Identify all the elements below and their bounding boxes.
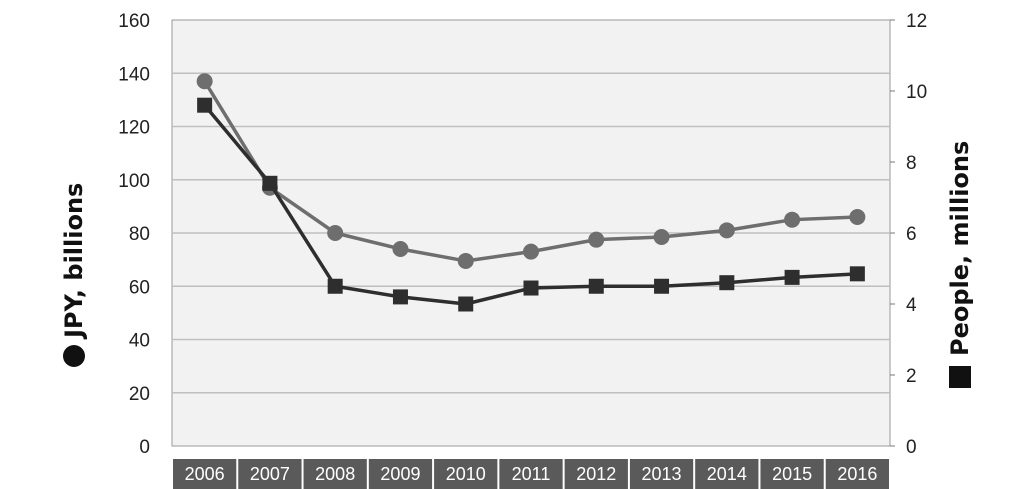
circle-data-point <box>457 252 474 269</box>
circle-data-point <box>784 211 801 228</box>
square-data-point <box>654 278 670 294</box>
square-data-point <box>588 278 604 294</box>
x-tick-label: 2016 <box>837 464 877 484</box>
category-cell <box>564 459 628 489</box>
left-axis-tick-label: 100 <box>118 171 150 192</box>
left-axis-tick-label: 40 <box>129 331 150 352</box>
square-data-point <box>849 266 865 282</box>
circle-data-point <box>849 209 866 226</box>
square-data-point <box>458 296 474 312</box>
circle-data-point <box>653 228 670 245</box>
right-axis-title: People, millions <box>946 141 974 388</box>
left-axis-tick-label: 0 <box>139 437 150 458</box>
right-axis-tick-label: 0 <box>906 437 917 458</box>
category-cell <box>695 459 759 489</box>
category-cell <box>368 459 433 489</box>
x-tick-label: 2007 <box>250 464 290 484</box>
square-marker-icon <box>949 366 971 388</box>
right-axis-tick-label: 8 <box>906 153 917 174</box>
right-axis-label: People, millions <box>946 141 974 356</box>
category-cell <box>303 459 367 489</box>
left-axis-tick-label: 20 <box>129 384 150 405</box>
square-data-point <box>197 97 213 113</box>
x-tick-label: 2010 <box>446 464 486 484</box>
x-tick-label: 2014 <box>707 464 747 484</box>
circle-data-point <box>588 231 605 248</box>
square-data-point <box>262 175 278 191</box>
left-axis-tick-label: 160 <box>118 11 150 32</box>
series-group <box>196 73 866 312</box>
right-axis-tick-label: 4 <box>906 295 917 316</box>
right-axis-tick-label: 10 <box>906 82 927 103</box>
category-cell <box>629 459 694 489</box>
right-axis-tick-label: 2 <box>906 366 917 387</box>
left-axis-tick-label: 80 <box>129 224 150 245</box>
category-cell <box>238 459 302 489</box>
left-axis-tick-label: 120 <box>118 118 150 139</box>
category-cell <box>760 459 824 489</box>
circle-data-point <box>392 240 409 257</box>
square-data-point <box>719 275 735 291</box>
x-tick-label: 2006 <box>185 464 225 484</box>
x-tick-label: 2013 <box>642 464 682 484</box>
left-axis-ticks: 0 20 40 60 80 100 120 140 160 <box>118 11 150 458</box>
left-axis-title: JPY, billions <box>60 183 88 367</box>
category-band: 2006 2007 2008 2009 2010 2011 2012 2013 2014 2015… <box>173 459 889 489</box>
square-data-point <box>523 280 539 296</box>
circle-data-point <box>718 222 735 239</box>
circle-data-point <box>327 225 344 241</box>
x-tick-label: 2008 <box>315 464 355 484</box>
right-axis-tick-label: 12 <box>906 11 927 32</box>
x-tick-label: 2012 <box>576 464 616 484</box>
x-tick-label: 2009 <box>380 464 420 484</box>
left-axis-tick-label: 60 <box>129 277 150 298</box>
x-tick-label: 2015 <box>772 464 812 484</box>
right-axis-tick-label: 6 <box>906 224 917 245</box>
left-axis-label: JPY, billions <box>60 183 88 340</box>
circle-data-point <box>196 73 213 90</box>
left-axis-tick-label: 140 <box>118 64 150 85</box>
gridlines <box>172 72 890 394</box>
category-cell <box>173 459 237 489</box>
right-axis-ticks: 0 2 4 6 8 10 12 <box>890 11 927 458</box>
x-tick-label: 2011 <box>512 464 551 484</box>
category-cell <box>499 459 563 489</box>
circle-marker-icon <box>63 345 85 367</box>
category-cell <box>434 459 498 489</box>
square-data-point <box>327 278 343 294</box>
circle-data-point <box>523 243 539 260</box>
category-cell <box>825 459 889 489</box>
square-data-point <box>784 269 800 285</box>
square-data-point <box>392 289 408 305</box>
